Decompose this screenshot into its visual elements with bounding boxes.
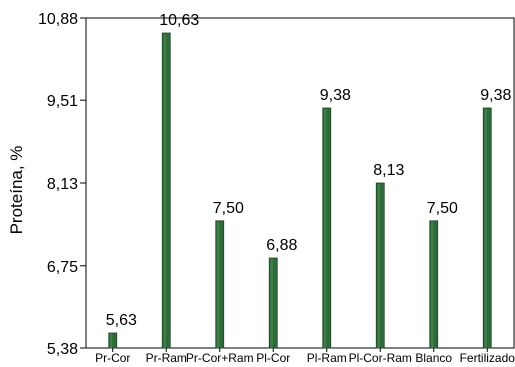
plot-frame [85,17,515,349]
bar [108,332,118,349]
plot-area: 5,38 6,75 8,13 9,51 10,88 5,63 Pr-Cor 10,63 Pr-R… [38,11,515,365]
bar-highlight [217,221,220,348]
x-tick-label: Fertilizado [460,351,515,365]
bar [375,182,385,349]
x-tick-label: Pl-Cor [256,351,290,365]
bar [429,220,439,349]
bar-highlight [377,184,380,348]
bar-highlight [110,334,113,348]
y-tick-label: 10,88 [38,11,78,28]
data-label: 10,63 [159,12,199,29]
y-tick-label: 8,13 [47,176,78,193]
y-tick-label: 9,51 [47,93,78,110]
x-tick-label: Pr-Ram [146,351,187,365]
data-label: 6,88 [266,237,297,254]
y-tick-label: 6,75 [47,259,78,276]
bar-highlight [324,109,327,348]
bar-highlight [484,109,487,348]
bar-highlight [163,34,166,348]
x-tick-label: Pl-Cor-Ram [349,351,412,365]
y-axis-title: Proteína, % [7,146,26,235]
data-label: 7,50 [427,200,458,217]
x-tick-label: Pr-Cor [95,351,130,365]
x-tick-label: Blanco [415,351,452,365]
bar [215,220,225,349]
bar-highlight [431,221,434,348]
x-tick-label: Pr-Cor+Ram [186,351,254,365]
bar-highlight [270,259,273,348]
x-tick-label: Pl-Ram [307,351,347,365]
data-label: 5,63 [106,312,137,329]
bar [322,107,332,349]
bar [161,32,171,349]
data-label: 8,13 [373,162,404,179]
y-tick-label: 5,38 [47,341,78,358]
bar [482,107,492,349]
data-label: 7,50 [213,200,244,217]
data-label: 9,38 [480,87,511,104]
bar [268,257,278,349]
data-label: 9,38 [320,87,351,104]
